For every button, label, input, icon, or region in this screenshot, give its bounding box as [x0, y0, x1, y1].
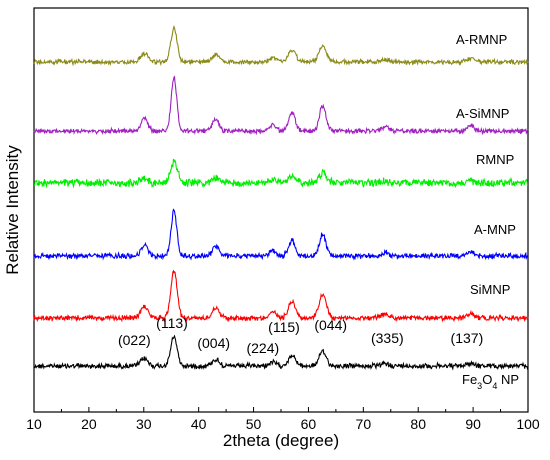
plot-frame: [33, 7, 529, 413]
peak-annotation-113: (113): [156, 315, 188, 331]
series-line-fe3o4-np: [33, 334, 529, 371]
series-label-fe3o4-np: Fe3O4 NP: [462, 372, 519, 391]
x-tick-label-20: 20: [81, 416, 97, 432]
series-line-rmnp: [33, 158, 529, 189]
series-line-a-mnp: [33, 208, 529, 261]
series-label-simnp: SiMNP: [470, 282, 510, 297]
x-tick-label-80: 80: [410, 416, 426, 432]
peak-annotation-224: (224): [246, 340, 279, 356]
x-tick-label-60: 60: [301, 416, 317, 432]
series-line-a-rmnp: [33, 25, 529, 67]
series-label-a-mnp: A-MNP: [474, 222, 516, 237]
series-label-rmnp: RMNP: [476, 152, 514, 167]
series-label-a-rmnp: A-RMNP: [456, 32, 507, 47]
x-tick-label-70: 70: [356, 416, 372, 432]
series-layer: [33, 25, 529, 371]
peak-annotation-137: (137): [451, 330, 484, 346]
peak-annotation-004: (004): [197, 335, 230, 351]
series-label-layer: SiMNP A-MNP RMNP A-SiMNP A-RMNP Fe3O4 NP: [456, 32, 519, 391]
x-tick-layer: 10 20 30 40 50 60 70 80 90 100: [26, 407, 540, 432]
peak-annotation-044: (044): [314, 317, 347, 333]
x-tick-label-30: 30: [136, 416, 152, 432]
peak-annotation-022: (022): [118, 332, 151, 348]
x-axis-title: 2theta (degree): [223, 431, 339, 450]
series-label-a-simnp: A-SiMNP: [456, 106, 509, 121]
peak-annotation-335: (335): [371, 330, 404, 346]
y-axis-title: Relative Intensity: [3, 145, 22, 275]
x-tick-label-50: 50: [246, 416, 262, 432]
x-tick-label-100: 100: [516, 416, 540, 432]
x-tick-label-90: 90: [465, 416, 481, 432]
x-tick-label-10: 10: [26, 416, 42, 432]
peak-annotation-layer: (022) (113) (004) (224) (115) (044) (335) (137): [118, 315, 483, 356]
peak-annotation-115: (115): [268, 319, 300, 335]
series-line-a-simnp: [33, 75, 529, 136]
series-line-simnp: [33, 269, 529, 323]
x-tick-label-40: 40: [191, 416, 207, 432]
